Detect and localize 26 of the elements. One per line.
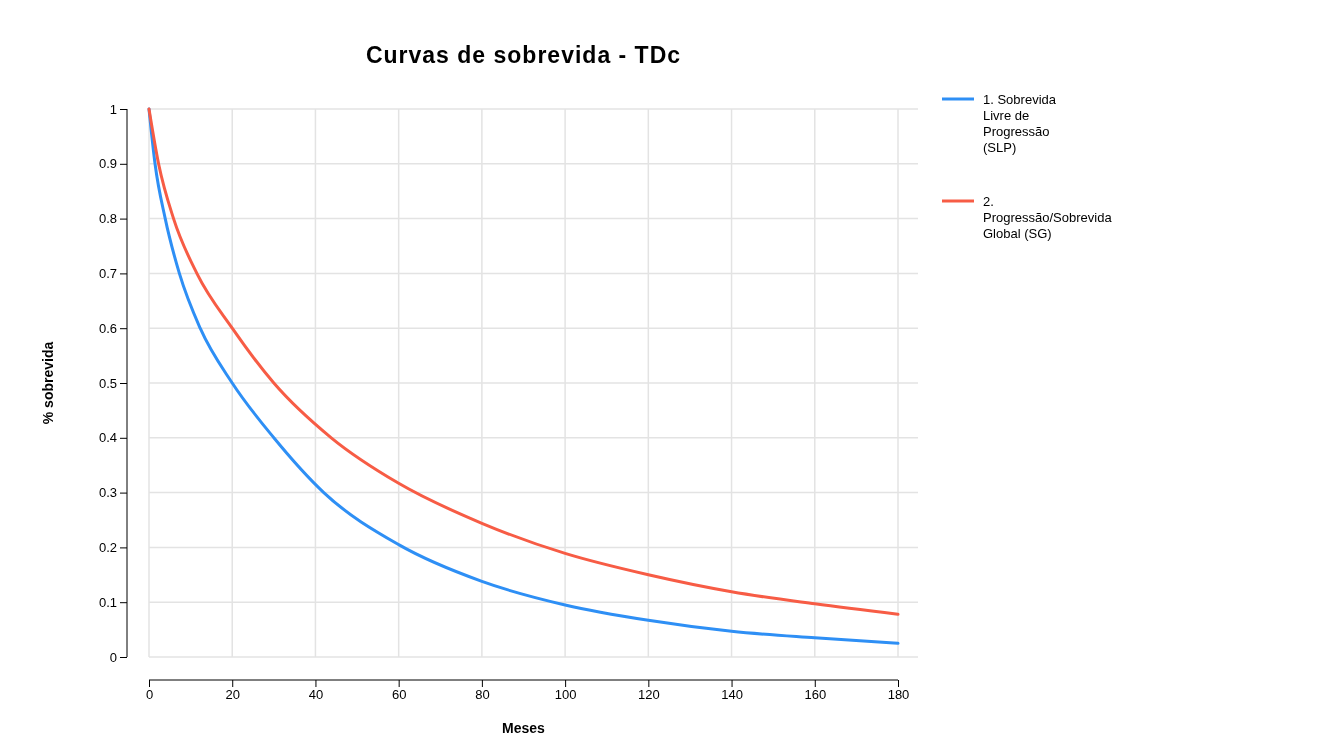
- chart-title: Curvas de sobrevida - TDc: [365, 42, 682, 68]
- legend-label: 1. Sobrevida Livre de Progressão (SLP): [983, 92, 1057, 155]
- x-tick-label: 100: [554, 687, 577, 703]
- x-tick-label: 20: [225, 687, 240, 703]
- x-tick-label: 80: [475, 687, 490, 703]
- y-tick-label: 0: [109, 649, 117, 665]
- x-tick-label: 140: [721, 687, 743, 703]
- y-tick-label: 0.5: [98, 375, 117, 391]
- y-tick-label: 0.3: [98, 485, 117, 501]
- x-tick-label: 60: [391, 687, 407, 703]
- y-tick-label: 1: [109, 101, 117, 117]
- x-tick-label: 40: [308, 687, 324, 703]
- x-tick-label: 160: [804, 687, 827, 703]
- y-tick-label: 0.8: [98, 211, 117, 227]
- y-tick-label: 0.2: [98, 540, 117, 556]
- y-tick-label: 0.4: [98, 430, 117, 446]
- x-tick-label: 180: [887, 687, 910, 703]
- y-tick-label: 0.7: [98, 266, 117, 282]
- y-axis-title: % sobrevida: [40, 341, 56, 425]
- x-tick-label: 120: [637, 687, 660, 703]
- x-tick-label: 0: [145, 687, 154, 703]
- legend-label: 2. Progressão/Sobrevida Global (SG): [983, 194, 1113, 241]
- x-axis-title: Meses: [502, 720, 546, 736]
- y-tick-label: 0.9: [98, 156, 117, 172]
- y-tick-label: 0.1: [98, 594, 117, 610]
- y-tick-label: 0.6: [98, 320, 117, 336]
